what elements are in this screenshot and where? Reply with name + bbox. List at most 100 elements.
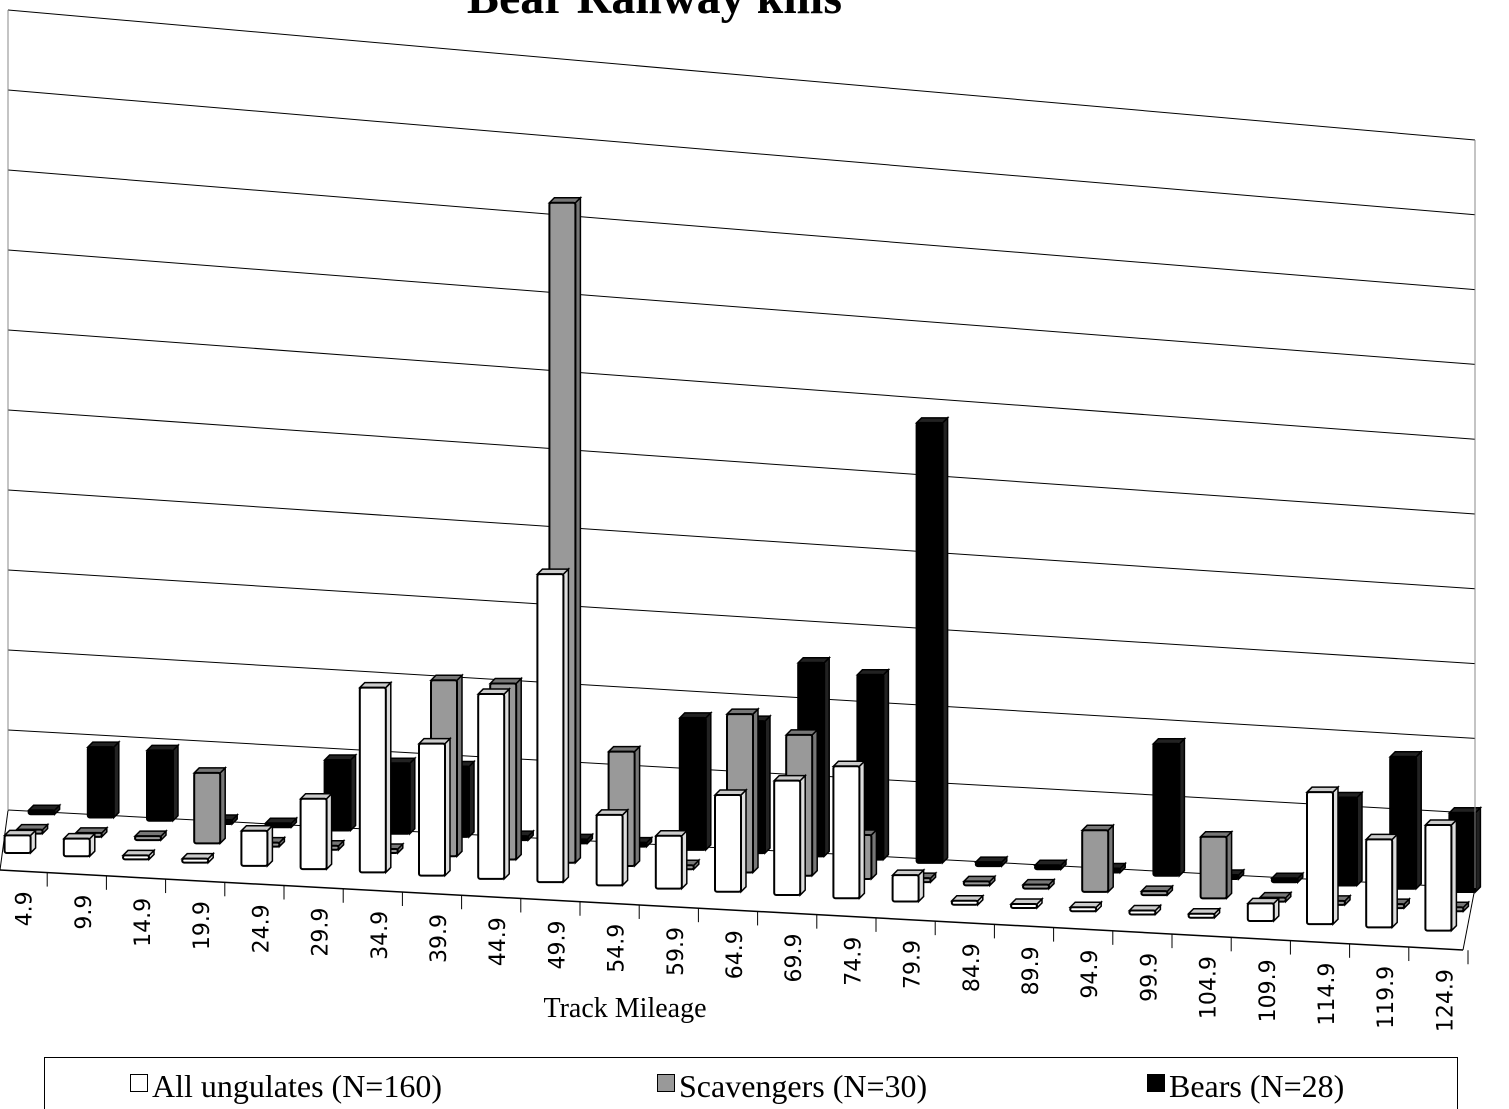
bar-front [1306,791,1334,926]
x-tick-label: 114.9 [1315,963,1340,1026]
bar-bears [677,711,713,852]
x-tick-label: 34.9 [368,911,393,960]
bar-ungulates [772,773,808,897]
bar-front [536,573,565,884]
bar-front [654,834,683,890]
floor-left-edge [0,810,9,871]
bar-ungulates [890,868,926,904]
bar-front [3,834,32,854]
bar-front [891,874,920,903]
x-tick-label: 94.9 [1078,950,1103,999]
bar-ungulates [1245,896,1281,923]
bar-ungulates [1186,906,1222,920]
x-tick-label: 4.9 [13,891,38,926]
gridline [7,649,1476,739]
legend-item-bears: Bears (N=28) [1147,1066,1344,1106]
legend-swatch-scavengers [657,1074,675,1092]
bar-front [240,829,269,867]
x-axis-line [0,869,1464,951]
plot-area: 4.9 9.9 14.9 19.9 24.9 29.9 34.9 39.9 44.9 49.9 54… [0,9,1483,1032]
chart-title: Bear Railway kills [0,0,1309,28]
bar-ungulates [1305,785,1340,926]
bar-bears [973,855,1009,868]
gridline [7,409,1476,515]
gridline [7,89,1476,216]
gridline [7,569,1476,665]
bar-front [299,797,328,871]
x-tick-label: 44.9 [486,917,511,966]
bar-front [1081,829,1110,893]
bar-front [418,742,446,877]
x-tick-label: 29.9 [309,908,334,957]
bar-bears [1151,736,1187,878]
bar-ungulates [594,808,630,888]
bar-front [1010,902,1038,909]
x-tick-label: 109.9 [1256,959,1281,1022]
bar-front [773,779,802,897]
x-tick-label: 39.9 [427,914,452,963]
legend-swatch-bears [1147,1074,1165,1092]
x-tick-label: 64.9 [723,930,748,979]
bar-front [193,771,222,845]
bar-front [1365,838,1394,929]
bar-bears [1269,871,1305,885]
bar-front [678,716,707,851]
legend-label-scavengers: Scavengers (N=30) [679,1068,928,1104]
x-tick-label: 59.9 [664,927,689,976]
bar-front [962,880,991,887]
legend-item-scavengers: Scavengers (N=30) [657,1066,927,1106]
x-tick-label: 19.9 [190,901,215,950]
bar-front [714,794,742,893]
bar-front [1187,912,1216,919]
bar-ungulates [1009,897,1044,910]
bar-front [1199,835,1228,900]
bar-scavengers [1080,823,1116,894]
bar-front [181,857,210,864]
bar-ungulates [121,848,156,862]
bar-front [477,693,506,880]
gridline [7,169,1476,291]
bar-front [1270,877,1299,884]
x-tick-label: 14.9 [131,898,156,947]
x-tick-label: 84.9 [960,943,985,992]
x-axis [0,10,1476,965]
legend-label-bears: Bears (N=28) [1169,1068,1345,1104]
bar-ungulates [2,828,38,855]
bar-ungulates [1127,903,1163,917]
bar-ungulates [357,680,393,875]
bar-ungulates [713,788,748,894]
bar-bears [85,740,121,820]
bar-front [950,899,979,906]
bar-ungulates [417,736,452,878]
bar-scavengers [133,829,168,842]
bar-scavengers [1021,877,1056,891]
x-tick-label: 74.9 [841,937,866,986]
bar-ungulates [476,687,512,881]
x-tick-label: 119.9 [1374,966,1399,1029]
bar-front [27,809,56,816]
bar-scavengers [961,874,997,888]
bar-ungulates [1068,900,1104,914]
legend: All ungulates (N=160) Scavengers (N=30) … [44,1057,1458,1109]
legend-label-ungulates: All ungulates (N=160) [152,1068,442,1104]
x-tick-label: 124.9 [1433,969,1458,1032]
bar-ungulates [831,759,867,901]
bar-front [1034,864,1062,871]
bar-front [915,421,944,864]
gridline [7,9,1476,141]
legend-swatch-ungulates [130,1074,148,1092]
x-tick-label: 79.9 [901,940,926,989]
bar-ungulates [1423,818,1459,933]
bar-scavengers [1198,829,1234,901]
bar-ungulates [61,831,97,859]
x-tick-label: 49.9 [545,921,570,970]
bar-front [595,813,624,887]
bar-front [62,837,91,858]
gridline [7,489,1476,590]
bar-bears [26,803,62,817]
bar-front [146,749,174,822]
x-tick-label: 9.9 [72,895,97,930]
bar-front [832,765,861,900]
bar-ungulates [949,893,985,907]
gridline [7,249,1476,365]
